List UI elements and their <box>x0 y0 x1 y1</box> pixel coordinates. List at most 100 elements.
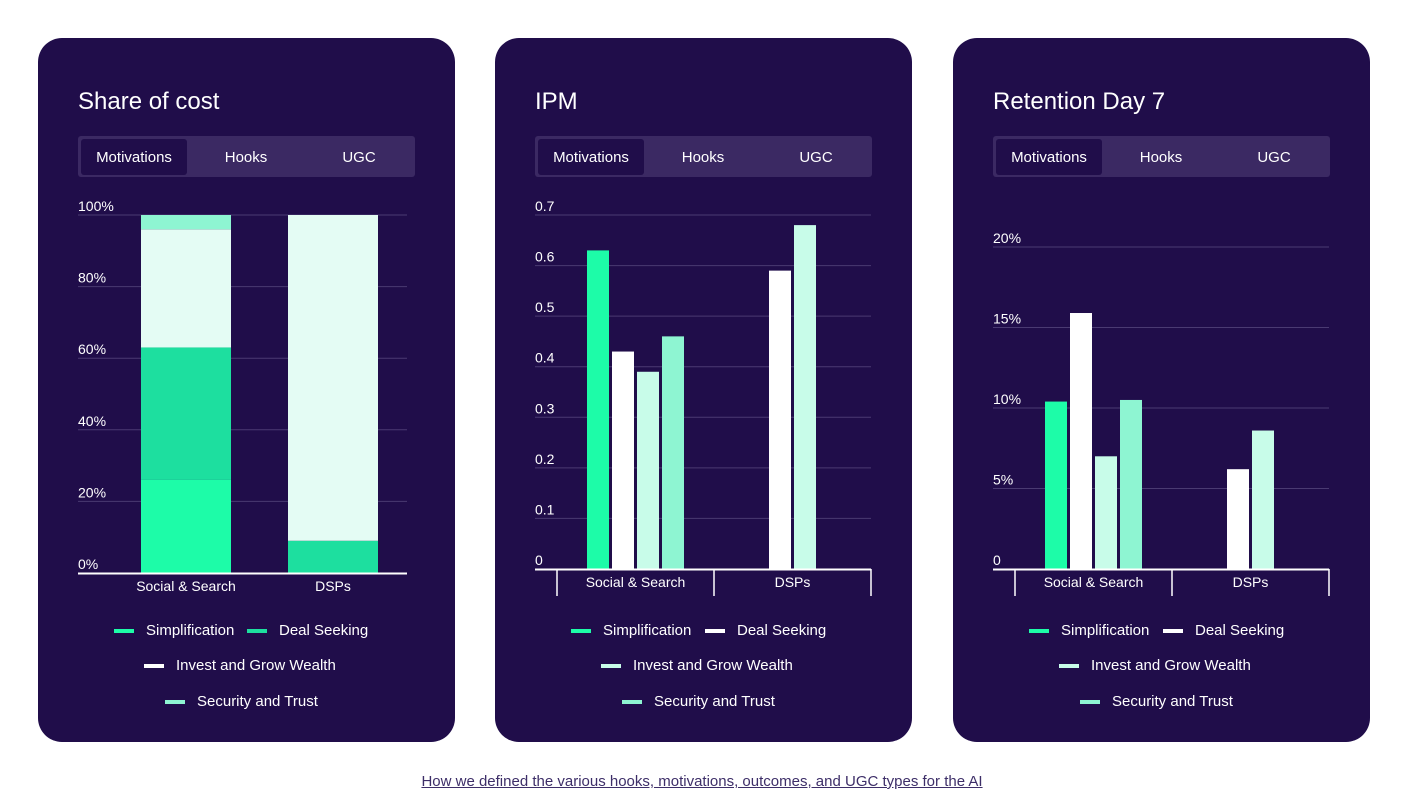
y-tick-label: 15% <box>993 311 1021 327</box>
legend-swatch <box>1163 628 1183 633</box>
y-tick-label: 0.2 <box>535 451 555 467</box>
legend-label: Deal Seeking <box>737 622 827 639</box>
legend-swatch <box>622 699 642 704</box>
legend-label: Invest and Grow Wealth <box>633 657 793 674</box>
tab-bar: Motivations Hooks UGC <box>78 136 415 177</box>
y-tick-label: 60% <box>78 341 106 357</box>
chart-title: IPM <box>535 88 578 115</box>
y-tick-label: 0.1 <box>535 501 555 517</box>
y-tick-label: 0.7 <box>535 198 555 214</box>
legend-swatch <box>114 628 134 633</box>
bar <box>587 250 609 569</box>
legend-swatch <box>247 628 267 633</box>
legend-swatch <box>705 628 725 633</box>
bar <box>794 225 816 569</box>
stacked-bar-chart: 0% 20% 40% 60% 80% 100% Social & Search DSPs <box>78 198 407 594</box>
legend-label: Simplification <box>603 622 692 639</box>
legend-item: Deal Seeking <box>1163 622 1284 639</box>
bar-segment <box>141 215 231 230</box>
tab-ugc[interactable]: UGC <box>799 148 833 166</box>
legend-item: Security and Trust <box>622 693 775 710</box>
methodology-link[interactable]: How we defined the various hooks, motiva… <box>421 773 983 790</box>
x-tick-label: Social & Search <box>136 578 236 594</box>
bar-segment <box>288 215 378 541</box>
legend-label: Deal Seeking <box>1195 622 1285 639</box>
y-tick-label: 0.5 <box>535 299 555 315</box>
legend-swatch <box>165 699 185 704</box>
tab-ugc[interactable]: UGC <box>342 148 376 166</box>
legend-swatch <box>1029 628 1049 633</box>
legend-label: Security and Trust <box>197 693 318 710</box>
legend-item: Invest and Grow Wealth <box>1059 657 1251 674</box>
grouped-bar-chart: 0 0.1 0.2 0.3 0.4 0.5 0.6 0.7 Social & Search DSP… <box>535 198 872 596</box>
bar-segment <box>141 229 231 348</box>
x-tick-label: Social & Search <box>1044 574 1144 590</box>
bar <box>1120 399 1142 569</box>
x-tick-label: DSPs <box>1233 574 1269 590</box>
y-tick-label: 0.4 <box>535 350 555 366</box>
y-tick-label: 100% <box>78 198 114 214</box>
y-tick-label: 0.6 <box>535 249 555 265</box>
legend-swatch <box>1080 699 1100 704</box>
legend-label: Simplification <box>146 622 235 639</box>
legend-item: Security and Trust <box>1080 693 1233 710</box>
bar <box>662 336 684 569</box>
grouped-bar-chart: 0 5% 10% 15% 20% Social & Search DSPs <box>993 230 1330 596</box>
x-tick-label: Social & Search <box>586 574 686 590</box>
tab-motivations[interactable]: Motivations <box>81 139 187 175</box>
legend-item: Invest and Grow Wealth <box>144 657 336 674</box>
legend-item: Simplification <box>1029 622 1149 639</box>
y-tick-label: 80% <box>78 270 106 286</box>
y-tick-label: 20% <box>78 484 106 500</box>
legend-label: Invest and Grow Wealth <box>1091 657 1251 674</box>
tab-bar: Motivations Hooks UGC <box>535 136 872 177</box>
y-tick-label: 0 <box>535 552 543 568</box>
bar <box>1095 456 1117 569</box>
bar <box>637 371 659 569</box>
x-tick-label: DSPs <box>775 574 811 590</box>
tab-hooks[interactable]: Hooks <box>224 148 268 166</box>
x-tick-label: DSPs <box>315 578 351 594</box>
tab-hooks[interactable]: Hooks <box>681 148 725 166</box>
y-tick-label: 10% <box>993 391 1021 407</box>
chart-title: Share of cost <box>78 88 220 115</box>
legend-label: Deal Seeking <box>279 622 369 639</box>
y-tick-label: 40% <box>78 413 106 429</box>
legend-item: Deal Seeking <box>705 622 826 639</box>
bar-segment <box>141 347 231 480</box>
legend-item: Deal Seeking <box>247 622 368 639</box>
bar <box>769 270 791 569</box>
legend-label: Simplification <box>1061 622 1150 639</box>
bar <box>612 351 634 569</box>
legend-swatch <box>571 628 591 633</box>
y-tick-label: 0.3 <box>535 400 555 416</box>
bar-segment <box>288 540 378 573</box>
share-of-cost-card: Share of cost Motivations Hooks UGC 0% 20… <box>38 38 455 742</box>
legend-swatch <box>144 663 164 668</box>
bar-segment <box>141 479 231 573</box>
y-tick-label: 20% <box>993 230 1021 246</box>
legend-swatch <box>601 663 621 668</box>
bar <box>1070 313 1092 569</box>
bar <box>1252 430 1274 569</box>
tab-ugc[interactable]: UGC <box>1257 148 1291 166</box>
y-tick-label: 0% <box>78 556 98 572</box>
y-tick-label: 0 <box>993 552 1001 568</box>
chart-title: Retention Day 7 <box>993 88 1166 115</box>
legend-label: Invest and Grow Wealth <box>176 657 336 674</box>
bar <box>1227 469 1249 569</box>
legend-item: Simplification <box>571 622 691 639</box>
tab-bar: Motivations Hooks UGC <box>993 136 1330 177</box>
tab-hooks[interactable]: Hooks <box>1139 148 1183 166</box>
y-tick-label: 5% <box>993 472 1013 488</box>
legend-label: Security and Trust <box>1112 693 1233 710</box>
ipm-card: IPM Motivations Hooks UGC 0 0.1 0.2 0.3 0.4 0… <box>495 38 912 742</box>
tab-motivations[interactable]: Motivations <box>538 139 644 175</box>
tab-motivations[interactable]: Motivations <box>996 139 1102 175</box>
legend-swatch <box>1059 663 1079 668</box>
bar <box>1045 401 1067 569</box>
legend-item: Security and Trust <box>165 693 318 710</box>
legend-item: Simplification <box>114 622 234 639</box>
legend-label: Security and Trust <box>654 693 775 710</box>
retention-day-7-card: Retention Day 7 Motivations Hooks UGC 0 5… <box>953 38 1370 742</box>
